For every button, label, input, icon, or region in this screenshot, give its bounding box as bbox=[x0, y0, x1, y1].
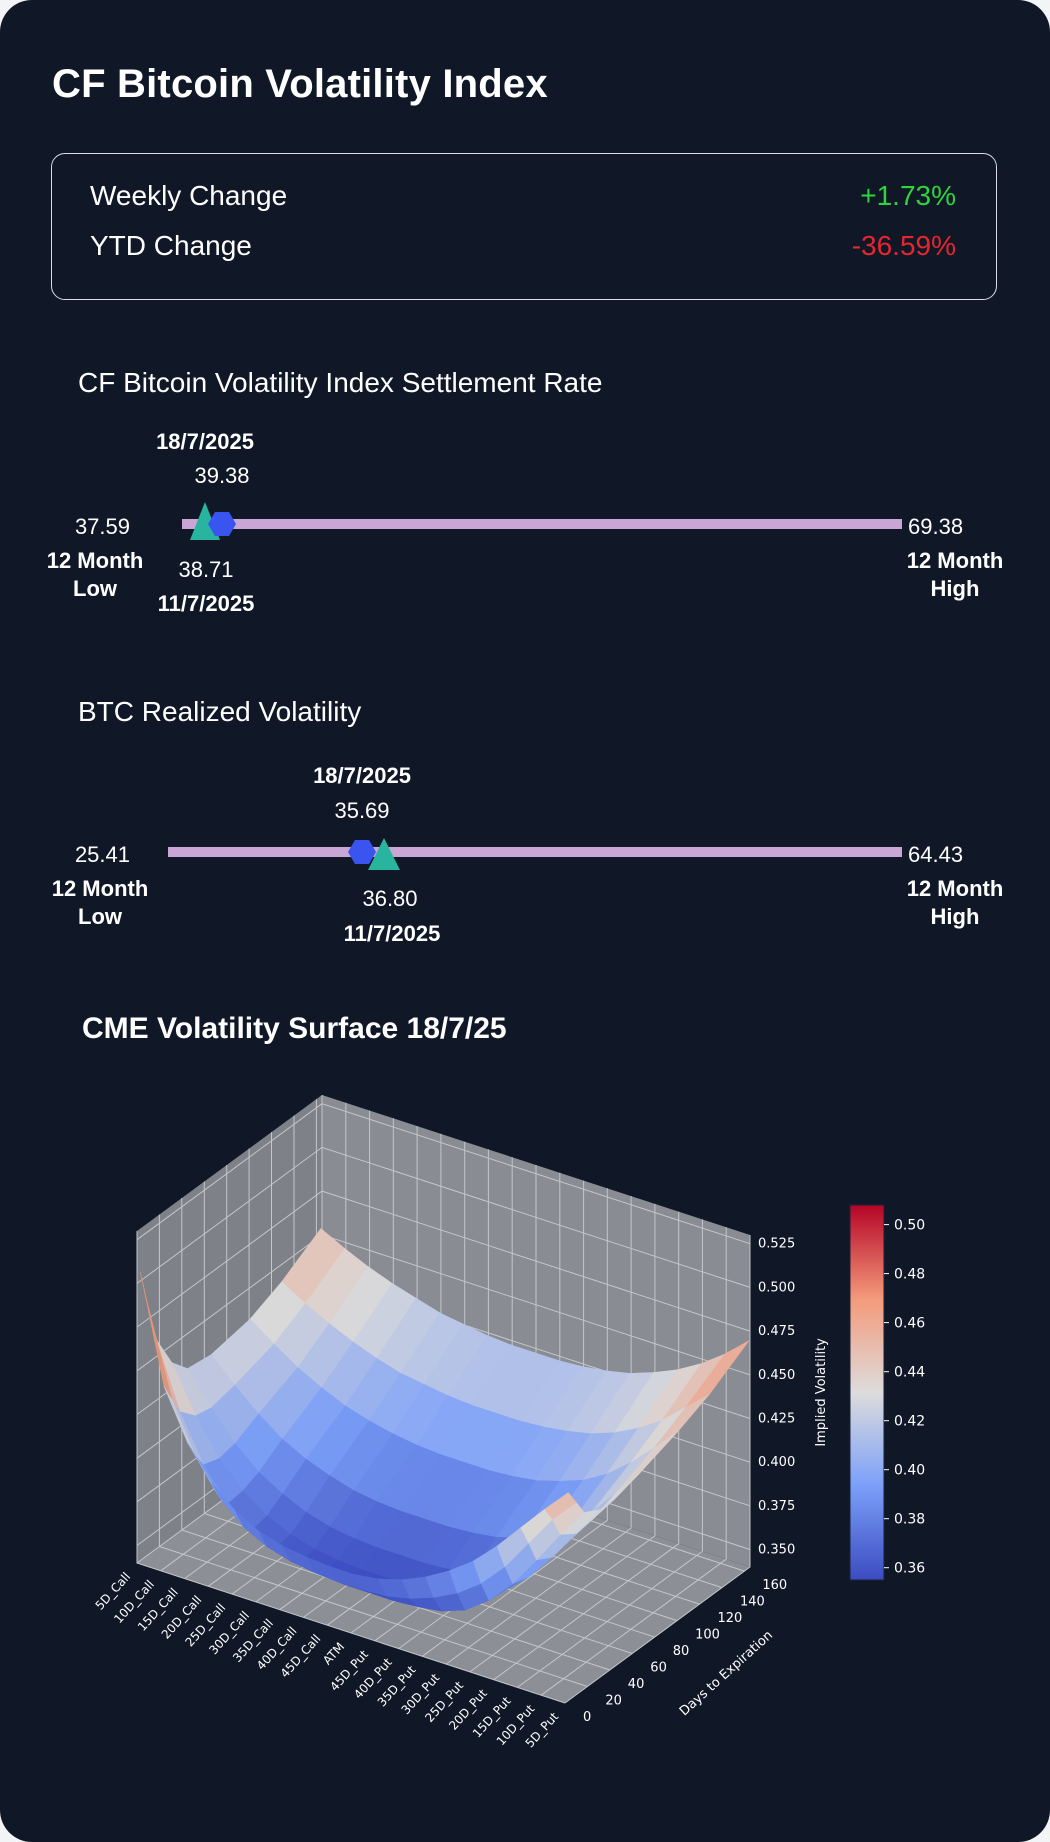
surface-title: CME Volatility Surface 18/7/25 bbox=[82, 1012, 507, 1045]
rv-previous-marker-triangle bbox=[368, 838, 400, 870]
rv-current-marker-hexagon bbox=[348, 840, 376, 864]
bvx-high-label-line2: High bbox=[931, 576, 980, 601]
grid-line-strike bbox=[540, 1227, 727, 1696]
change-summary-box: Weekly Change +1.73% YTD Change -36.59% bbox=[51, 153, 997, 300]
iv-axis-label: Implied Volatility bbox=[814, 1338, 829, 1447]
colorbar-tick-label: 0.44 bbox=[894, 1365, 925, 1381]
grid-line-strike bbox=[445, 1196, 632, 1665]
grid-line-strike bbox=[493, 1211, 680, 1681]
days-axis-label: Days to Expiration bbox=[677, 1628, 776, 1719]
iv-tick-label: 0.425 bbox=[758, 1412, 795, 1427]
bvx-high-label-line1: 12 Month bbox=[907, 548, 1004, 573]
ytd-change-label: YTD Change bbox=[90, 230, 252, 261]
days-tick-label: 140 bbox=[740, 1595, 765, 1610]
iv-tick-label: 0.400 bbox=[758, 1455, 795, 1470]
colorbar-tick-label: 0.50 bbox=[894, 1218, 925, 1234]
bvx-low-label-line2: Low bbox=[73, 576, 118, 601]
rv-range-bar bbox=[168, 847, 902, 857]
bvx-previous-date: 11/7/2025 bbox=[158, 591, 255, 616]
rv-low-value: 25.41 bbox=[75, 842, 130, 867]
iv-tick-label: 0.350 bbox=[758, 1543, 795, 1558]
volatility-surface-chart: 5D_Put10D_Put15D_Put20D_Put25D_Put30D_Pu… bbox=[93, 1095, 925, 1750]
iv-tick-label: 0.375 bbox=[758, 1499, 795, 1514]
colorbar-tick-label: 0.42 bbox=[894, 1414, 925, 1430]
weekly-change-label: Weekly Change bbox=[90, 180, 288, 211]
grid-line-days bbox=[136, 1231, 566, 1704]
grid-line-strike bbox=[517, 1219, 703, 1688]
bvx-section-title: CF Bitcoin Volatility Index Settlement R… bbox=[78, 367, 603, 398]
strike-tick-label: ATM bbox=[320, 1640, 347, 1668]
iv-tick-label: 0.525 bbox=[758, 1237, 795, 1252]
bvx-current-value: 39.38 bbox=[194, 463, 249, 488]
grid-line-days bbox=[181, 1198, 610, 1671]
rv-previous-date: 11/7/2025 bbox=[344, 921, 441, 946]
grid-line-days bbox=[158, 1214, 588, 1687]
rv-low-label-line2: Low bbox=[78, 904, 123, 929]
iv-tick-label: 0.475 bbox=[758, 1324, 795, 1339]
grid-line-strike bbox=[422, 1188, 608, 1657]
bvx-range-chart: 37.59 12 Month Low 69.38 12 Month High 1… bbox=[47, 429, 1004, 616]
colorbar-tick-label: 0.48 bbox=[894, 1267, 925, 1283]
rv-low-label-line1: 12 Month bbox=[52, 876, 149, 901]
days-tick-label: 20 bbox=[605, 1694, 622, 1709]
rv-current-date: 18/7/2025 bbox=[313, 763, 411, 788]
colorbar-tick-label: 0.36 bbox=[894, 1561, 925, 1577]
days-tick-label: 60 bbox=[650, 1661, 667, 1676]
colorbar: 0.36 0.38 0.40 0.42 0.44 0.46 0.48 0.50 bbox=[849, 1204, 925, 1581]
ytd-change-value: -36.59% bbox=[851, 230, 956, 261]
weekly-change-value: +1.73% bbox=[860, 180, 956, 211]
grid-line-strike bbox=[564, 1235, 751, 1704]
days-tick-label: 100 bbox=[695, 1628, 720, 1643]
colorbar-gradient bbox=[849, 1204, 885, 1581]
rv-high-label-line1: 12 Month bbox=[907, 876, 1004, 901]
grid-line-strike bbox=[469, 1203, 656, 1673]
rv-current-value: 35.69 bbox=[334, 798, 389, 823]
rv-previous-value: 36.80 bbox=[362, 886, 417, 911]
bvx-current-date: 18/7/2025 bbox=[156, 429, 254, 454]
iv-tick-label: 0.450 bbox=[758, 1368, 795, 1383]
bvx-previous-value: 38.71 bbox=[178, 557, 233, 582]
grid-line-days bbox=[203, 1181, 633, 1654]
surface-patch bbox=[544, 1492, 577, 1520]
days-tick-label: 160 bbox=[762, 1578, 787, 1593]
rv-range-chart: 25.41 12 Month Low 64.43 12 Month High 1… bbox=[52, 763, 1004, 946]
bvx-high-value: 69.38 bbox=[908, 514, 963, 539]
bvx-current-marker-hexagon bbox=[208, 512, 236, 536]
days-tick-label: 0 bbox=[583, 1710, 591, 1725]
page-title: CF Bitcoin Volatility Index bbox=[52, 62, 548, 106]
days-tick-label: 120 bbox=[718, 1611, 743, 1626]
colorbar-tick-label: 0.38 bbox=[894, 1512, 925, 1528]
days-tick-label: 80 bbox=[673, 1644, 690, 1659]
colorbar-tick-label: 0.40 bbox=[894, 1463, 925, 1479]
surface-mesh bbox=[140, 1228, 750, 1612]
rv-high-label-line2: High bbox=[931, 904, 980, 929]
rv-section-title: BTC Realized Volatility bbox=[78, 696, 362, 727]
rv-high-value: 64.43 bbox=[908, 842, 963, 867]
bvx-low-label-line1: 12 Month bbox=[47, 548, 144, 573]
days-tick-label: 40 bbox=[628, 1677, 645, 1692]
grid-line-iv bbox=[136, 1190, 751, 1332]
iv-tick-label: 0.500 bbox=[758, 1280, 795, 1295]
grid-line-iv bbox=[136, 1146, 751, 1288]
bvx-range-bar bbox=[182, 519, 902, 529]
colorbar-tick-label: 0.46 bbox=[894, 1316, 925, 1332]
grid-line-iv bbox=[136, 1103, 751, 1245]
bvx-low-value: 37.59 bbox=[75, 514, 130, 539]
